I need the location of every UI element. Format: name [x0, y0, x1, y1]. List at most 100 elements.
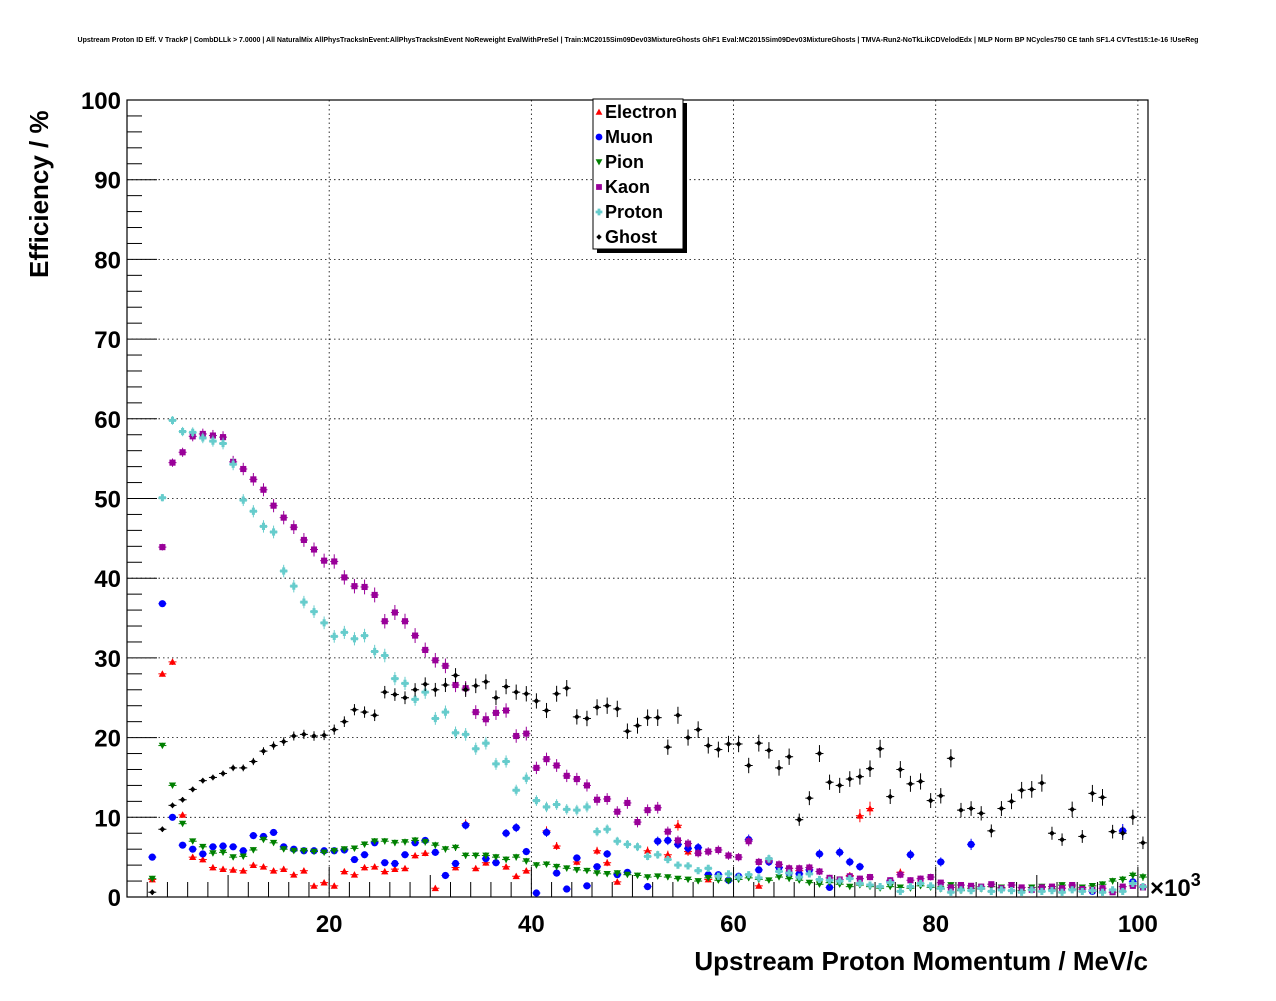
data-point [978, 810, 985, 817]
data-point [644, 847, 652, 854]
data-point [593, 828, 601, 836]
data-point [482, 678, 489, 685]
data-point [391, 609, 398, 616]
data-point [664, 874, 672, 881]
data-point [1129, 879, 1137, 888]
data-point [694, 867, 702, 875]
data-point [1119, 887, 1127, 896]
data-point [876, 883, 884, 891]
data-point [543, 756, 550, 763]
data-point [269, 828, 278, 837]
data-point [593, 863, 601, 871]
data-point [776, 765, 782, 771]
data-point [866, 881, 874, 889]
data-point [684, 876, 692, 884]
grid-lines [127, 100, 1148, 897]
data-point [1119, 883, 1126, 890]
data-point [229, 460, 237, 468]
data-point [269, 839, 278, 847]
data-point [502, 856, 510, 864]
data-point [866, 874, 874, 881]
data-point [482, 852, 490, 860]
data-point [360, 851, 369, 859]
legend-marker [595, 133, 603, 141]
data-point [785, 869, 793, 877]
data-point [583, 782, 591, 789]
data-point [330, 632, 338, 640]
data-point [290, 582, 298, 590]
axis-ticks: 0 10 20 30 40 50 60 70 80 90 100 20 40 60 80 100 [81, 88, 1158, 938]
data-point [644, 714, 651, 721]
data-point [856, 863, 864, 871]
data-point [310, 608, 318, 616]
data-point [351, 706, 358, 713]
data-point [887, 793, 894, 800]
x-tick-label: 20 [316, 911, 343, 938]
data-point [836, 782, 843, 789]
data-point [1099, 794, 1106, 801]
data-point [522, 847, 530, 856]
data-point [1008, 798, 1015, 805]
data-point [431, 842, 439, 849]
data-point [360, 863, 369, 871]
x-tick-label: 80 [922, 911, 949, 938]
data-point [502, 863, 510, 870]
chart-title: Upstream Proton ID Eff. V TrackP | CombD… [78, 37, 1199, 44]
data-point [350, 845, 359, 852]
data-point [239, 496, 247, 504]
data-point [532, 862, 541, 869]
data-point [522, 867, 530, 874]
data-point [199, 777, 206, 784]
data-point [553, 863, 561, 871]
data-point [1048, 883, 1056, 890]
data-point [1129, 814, 1136, 821]
data-point [330, 882, 338, 889]
data-point [896, 884, 904, 892]
data-point [381, 859, 389, 867]
data-point [311, 733, 317, 739]
data-point [320, 619, 328, 627]
data-point [714, 872, 722, 880]
data-point [300, 536, 307, 544]
data-point [290, 524, 297, 531]
data-point [755, 740, 762, 747]
data-point [199, 850, 207, 858]
data-point [341, 718, 348, 725]
legend-box [592, 98, 684, 250]
data-point [321, 557, 328, 564]
legend-label: Ghost [605, 227, 657, 247]
data-point [644, 874, 652, 881]
data-point [148, 875, 156, 883]
data-point [260, 748, 267, 755]
data-point [189, 853, 197, 861]
data-point [421, 839, 429, 846]
series-ghost [148, 668, 1147, 896]
y-tick-label: 50 [94, 487, 121, 514]
legend-entry-kaon: Kaon [596, 177, 650, 197]
data-point [269, 528, 278, 536]
data-point [391, 865, 399, 872]
data-point [906, 851, 915, 859]
data-point [1038, 887, 1046, 896]
data-point [1089, 790, 1096, 797]
data-point [371, 863, 379, 870]
y-axis-title: Efficiency / % [24, 110, 54, 278]
data-point [644, 807, 651, 814]
data-point [290, 847, 298, 855]
data-point [149, 889, 156, 896]
data-point [815, 881, 824, 888]
data-point [451, 863, 460, 871]
data-point [1099, 885, 1106, 892]
data-point [785, 875, 793, 883]
data-point [209, 432, 216, 439]
data-point [199, 434, 207, 442]
data-point [573, 806, 581, 814]
data-point [522, 858, 530, 865]
data-point [775, 867, 783, 876]
data-point [968, 805, 974, 812]
data-point [745, 762, 752, 769]
data-point [654, 851, 662, 859]
data-point [613, 837, 621, 845]
data-point [482, 716, 489, 723]
legend-marker [595, 159, 603, 166]
